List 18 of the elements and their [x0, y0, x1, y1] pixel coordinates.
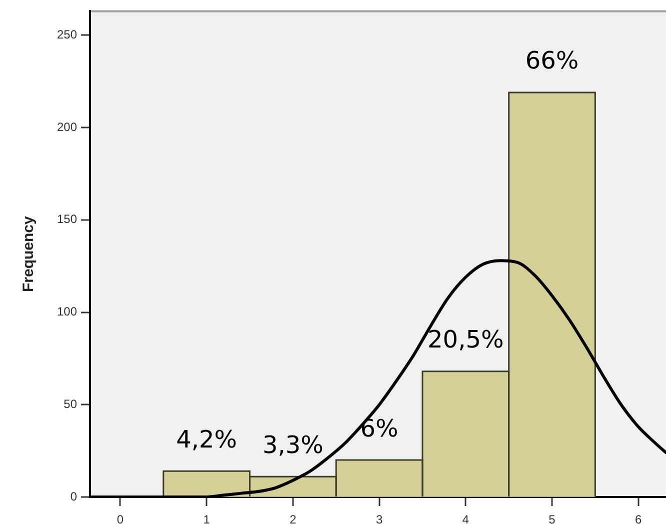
- x-tick-label: 2: [290, 512, 297, 527]
- annotation: 4,2%: [176, 425, 238, 454]
- x-tick-label: 0: [116, 512, 124, 527]
- y-tick-label: 50: [64, 396, 78, 411]
- x-tick-label: 4: [462, 512, 470, 527]
- x-tick-label: 5: [548, 512, 556, 527]
- y-tick-label: 200: [56, 120, 78, 134]
- x-tick-label: 3: [376, 512, 383, 527]
- annotation: 66%: [525, 46, 579, 75]
- y-tick-label: 0: [70, 489, 78, 504]
- x-tick-label: 1: [203, 512, 210, 527]
- y-tick-label: 150: [56, 212, 78, 226]
- y-tick-label: 250: [56, 28, 78, 42]
- annotation: 20,5%: [428, 326, 504, 354]
- annotation: 3,3%: [262, 430, 324, 459]
- y-tick-label: 100: [56, 304, 78, 319]
- y-axis-title: Frequency: [20, 216, 38, 292]
- x-tick-label: 6: [635, 512, 642, 527]
